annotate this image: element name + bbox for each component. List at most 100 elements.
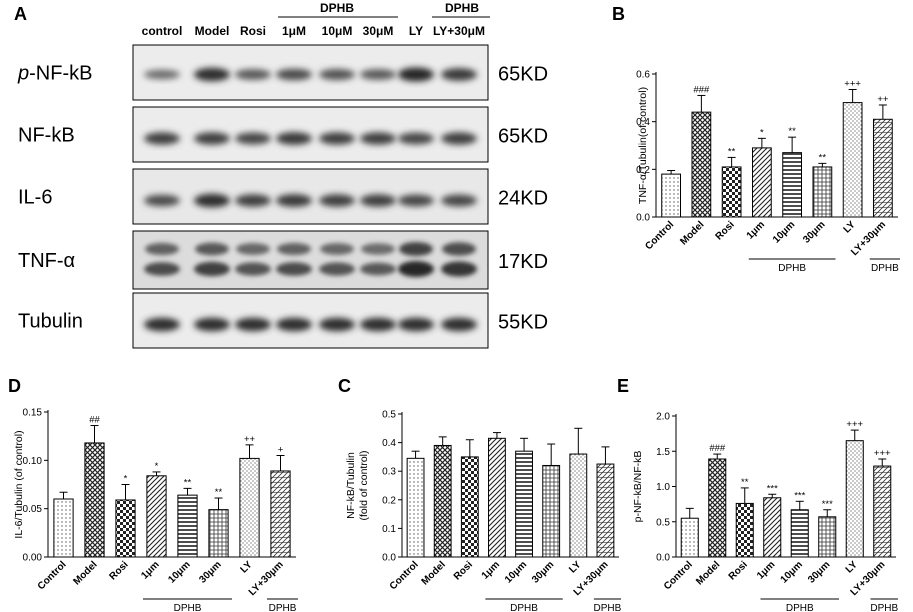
band <box>236 243 270 255</box>
band <box>194 67 230 82</box>
group-label: DPHB <box>778 263 806 274</box>
x-tick-label: Model <box>71 559 99 587</box>
y-tick-label: 0.15 <box>23 408 43 419</box>
x-tick-label: 30μm <box>197 559 223 585</box>
bar <box>818 516 837 558</box>
bar <box>53 498 74 558</box>
protein-label: TNF-α <box>18 250 75 272</box>
bar <box>842 102 863 218</box>
significance-label: * <box>155 461 159 472</box>
bar <box>691 111 712 218</box>
band <box>360 132 396 145</box>
x-tick-label: Model <box>420 559 448 587</box>
lane-header: 30μM <box>363 24 394 38</box>
y-axis-label: IL-6/Tubulin (of control) <box>13 430 25 538</box>
bar <box>177 494 198 558</box>
bar <box>735 502 754 558</box>
kd-label: 65KD <box>498 126 548 148</box>
y-tick-label: 0.4 <box>636 117 650 128</box>
x-tick-label: Control <box>643 219 676 252</box>
significance-label: ** <box>728 146 736 157</box>
band <box>277 242 311 256</box>
group-label: DPHB <box>786 603 814 612</box>
band <box>276 68 312 81</box>
membrane <box>132 230 489 290</box>
lane-header: 1μM <box>282 24 306 38</box>
band <box>235 132 271 145</box>
band <box>235 69 271 80</box>
bar <box>270 470 291 558</box>
significance-label: ### <box>693 84 710 95</box>
y-tick-label: 0.1 <box>382 524 396 535</box>
band <box>361 243 395 255</box>
band <box>441 68 477 81</box>
band <box>145 242 179 256</box>
bar <box>433 444 452 558</box>
band <box>398 317 434 332</box>
x-tick-label: Model <box>694 559 722 587</box>
y-tick-label: 0.0 <box>656 553 670 564</box>
band <box>398 67 434 82</box>
bar <box>812 166 833 218</box>
significance-label: + <box>278 445 284 456</box>
panel-label-e: E <box>617 376 629 396</box>
band <box>320 243 354 255</box>
protein-label: NF-kB <box>18 125 75 147</box>
y-axis-label: NF-kB/Tubulin(fold of control) <box>345 450 370 520</box>
significance-label: * <box>124 474 128 485</box>
x-tick-label: Control <box>388 559 421 592</box>
y-tick-label: 0.0 <box>382 553 396 564</box>
significance-label: ** <box>741 477 749 488</box>
panel-label-c: C <box>338 376 351 396</box>
bar <box>721 166 742 218</box>
lane-header: Model <box>195 24 230 38</box>
bar <box>515 450 533 558</box>
y-tick-label: 0.00 <box>23 553 43 564</box>
blot-row: IL-6 24KD <box>18 168 548 225</box>
bar <box>661 173 682 218</box>
y-tick-label: 0.0 <box>636 213 650 224</box>
bar <box>751 147 772 218</box>
y-tick-label: 0.6 <box>636 70 650 81</box>
x-tick-label: 10μm <box>503 559 529 585</box>
x-tick-label: 30μm <box>530 559 556 585</box>
y-axis-label: TNF-α/Tubulin(of control) <box>637 87 649 204</box>
panel-label-d: D <box>8 376 21 396</box>
y-tick-label: 0.05 <box>23 504 43 515</box>
significance-label: ### <box>709 443 726 454</box>
blot-row: TNF-α 17KD <box>18 230 548 290</box>
bar <box>208 509 229 558</box>
significance-label: ** <box>819 152 827 163</box>
x-tick-label: Control <box>662 559 695 592</box>
significance-label: ** <box>184 477 192 488</box>
kd-label: 17KD <box>498 251 548 273</box>
bar <box>790 509 809 558</box>
x-tick-label: Rosi <box>714 219 737 242</box>
panel-label-b: B <box>612 4 625 24</box>
band <box>398 261 434 277</box>
bar <box>680 517 699 558</box>
band <box>194 132 230 145</box>
x-tick-label: Rosi <box>727 559 750 582</box>
bar <box>84 442 105 558</box>
significance-label: ++ <box>877 94 889 105</box>
x-tick-label: Control <box>36 559 69 592</box>
band <box>441 261 477 277</box>
x-tick-label: Model <box>678 219 706 247</box>
band <box>276 262 312 276</box>
band <box>442 242 476 256</box>
bar <box>569 453 588 558</box>
band <box>276 132 312 145</box>
significance-label: ## <box>89 415 100 426</box>
y-tick-label: 1.5 <box>656 447 670 458</box>
y-axis-label: p-NF-kB/NF-kB <box>632 451 644 523</box>
group-label: DPHB <box>510 603 538 612</box>
bar <box>708 458 727 558</box>
significance-label: ** <box>788 126 796 137</box>
membrane <box>132 168 489 225</box>
bar <box>460 456 479 558</box>
band <box>319 132 355 145</box>
band <box>360 69 396 80</box>
band <box>319 317 355 332</box>
